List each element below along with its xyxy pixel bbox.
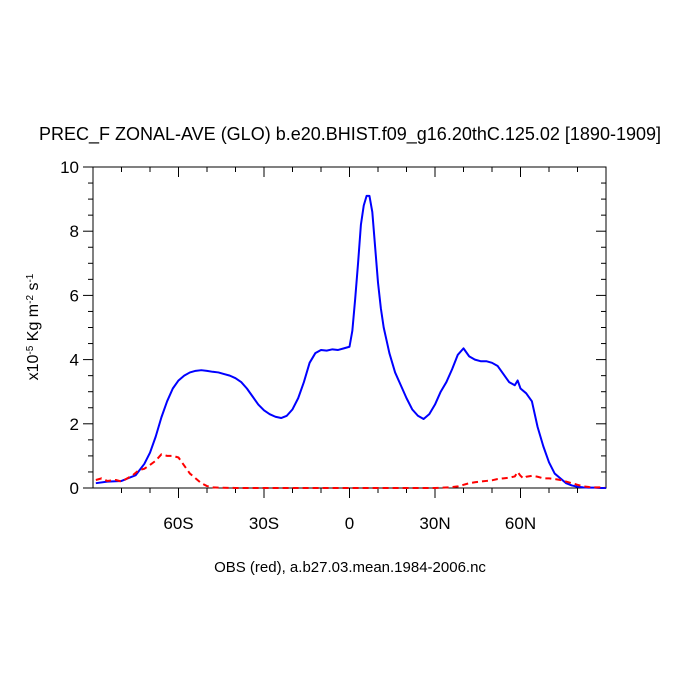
x-tick-label: 60N [505,514,536,533]
tick-layer [83,166,606,498]
y-axis-label-exp3: -1 [25,273,36,282]
y-axis-label-mid: Kg m [25,304,42,346]
plot-frame [92,166,607,489]
y-axis-label: x10-5 Kg m-2 s-1 [25,273,43,380]
y-tick-label: 10 [60,158,79,177]
y-tick-label: 8 [70,222,79,241]
series-layer [95,194,606,489]
y-tick-labels: 0 2 4 6 8 10 [60,158,79,498]
y-axis-label-exp1: -5 [25,345,36,354]
y-tick-label: 0 [70,479,79,498]
x-tick-label: 0 [345,514,354,533]
y-axis-label-mid2: s [25,283,42,295]
x-axis-label: OBS (red), a.b27.03.mean.1984-2006.nc [214,559,486,576]
y-axis-label-exp2: -2 [25,295,36,304]
y-tick-label: 4 [70,351,79,370]
x-tick-label: 30S [249,514,279,533]
x-tick-label: 30N [419,514,450,533]
y-tick-label: 2 [70,415,79,434]
model-series-line [95,194,606,489]
x-tick-label: 60S [163,514,193,533]
obs-series-line [95,453,605,489]
y-tick-label: 6 [70,286,79,305]
y-axis-label-prefix: x10 [25,354,42,380]
x-tick-labels: 60S 30S 0 30N 60N [163,514,536,533]
chart-title: PREC_F ZONAL-AVE (GLO) b.e20.BHIST.f09_g… [39,124,661,145]
